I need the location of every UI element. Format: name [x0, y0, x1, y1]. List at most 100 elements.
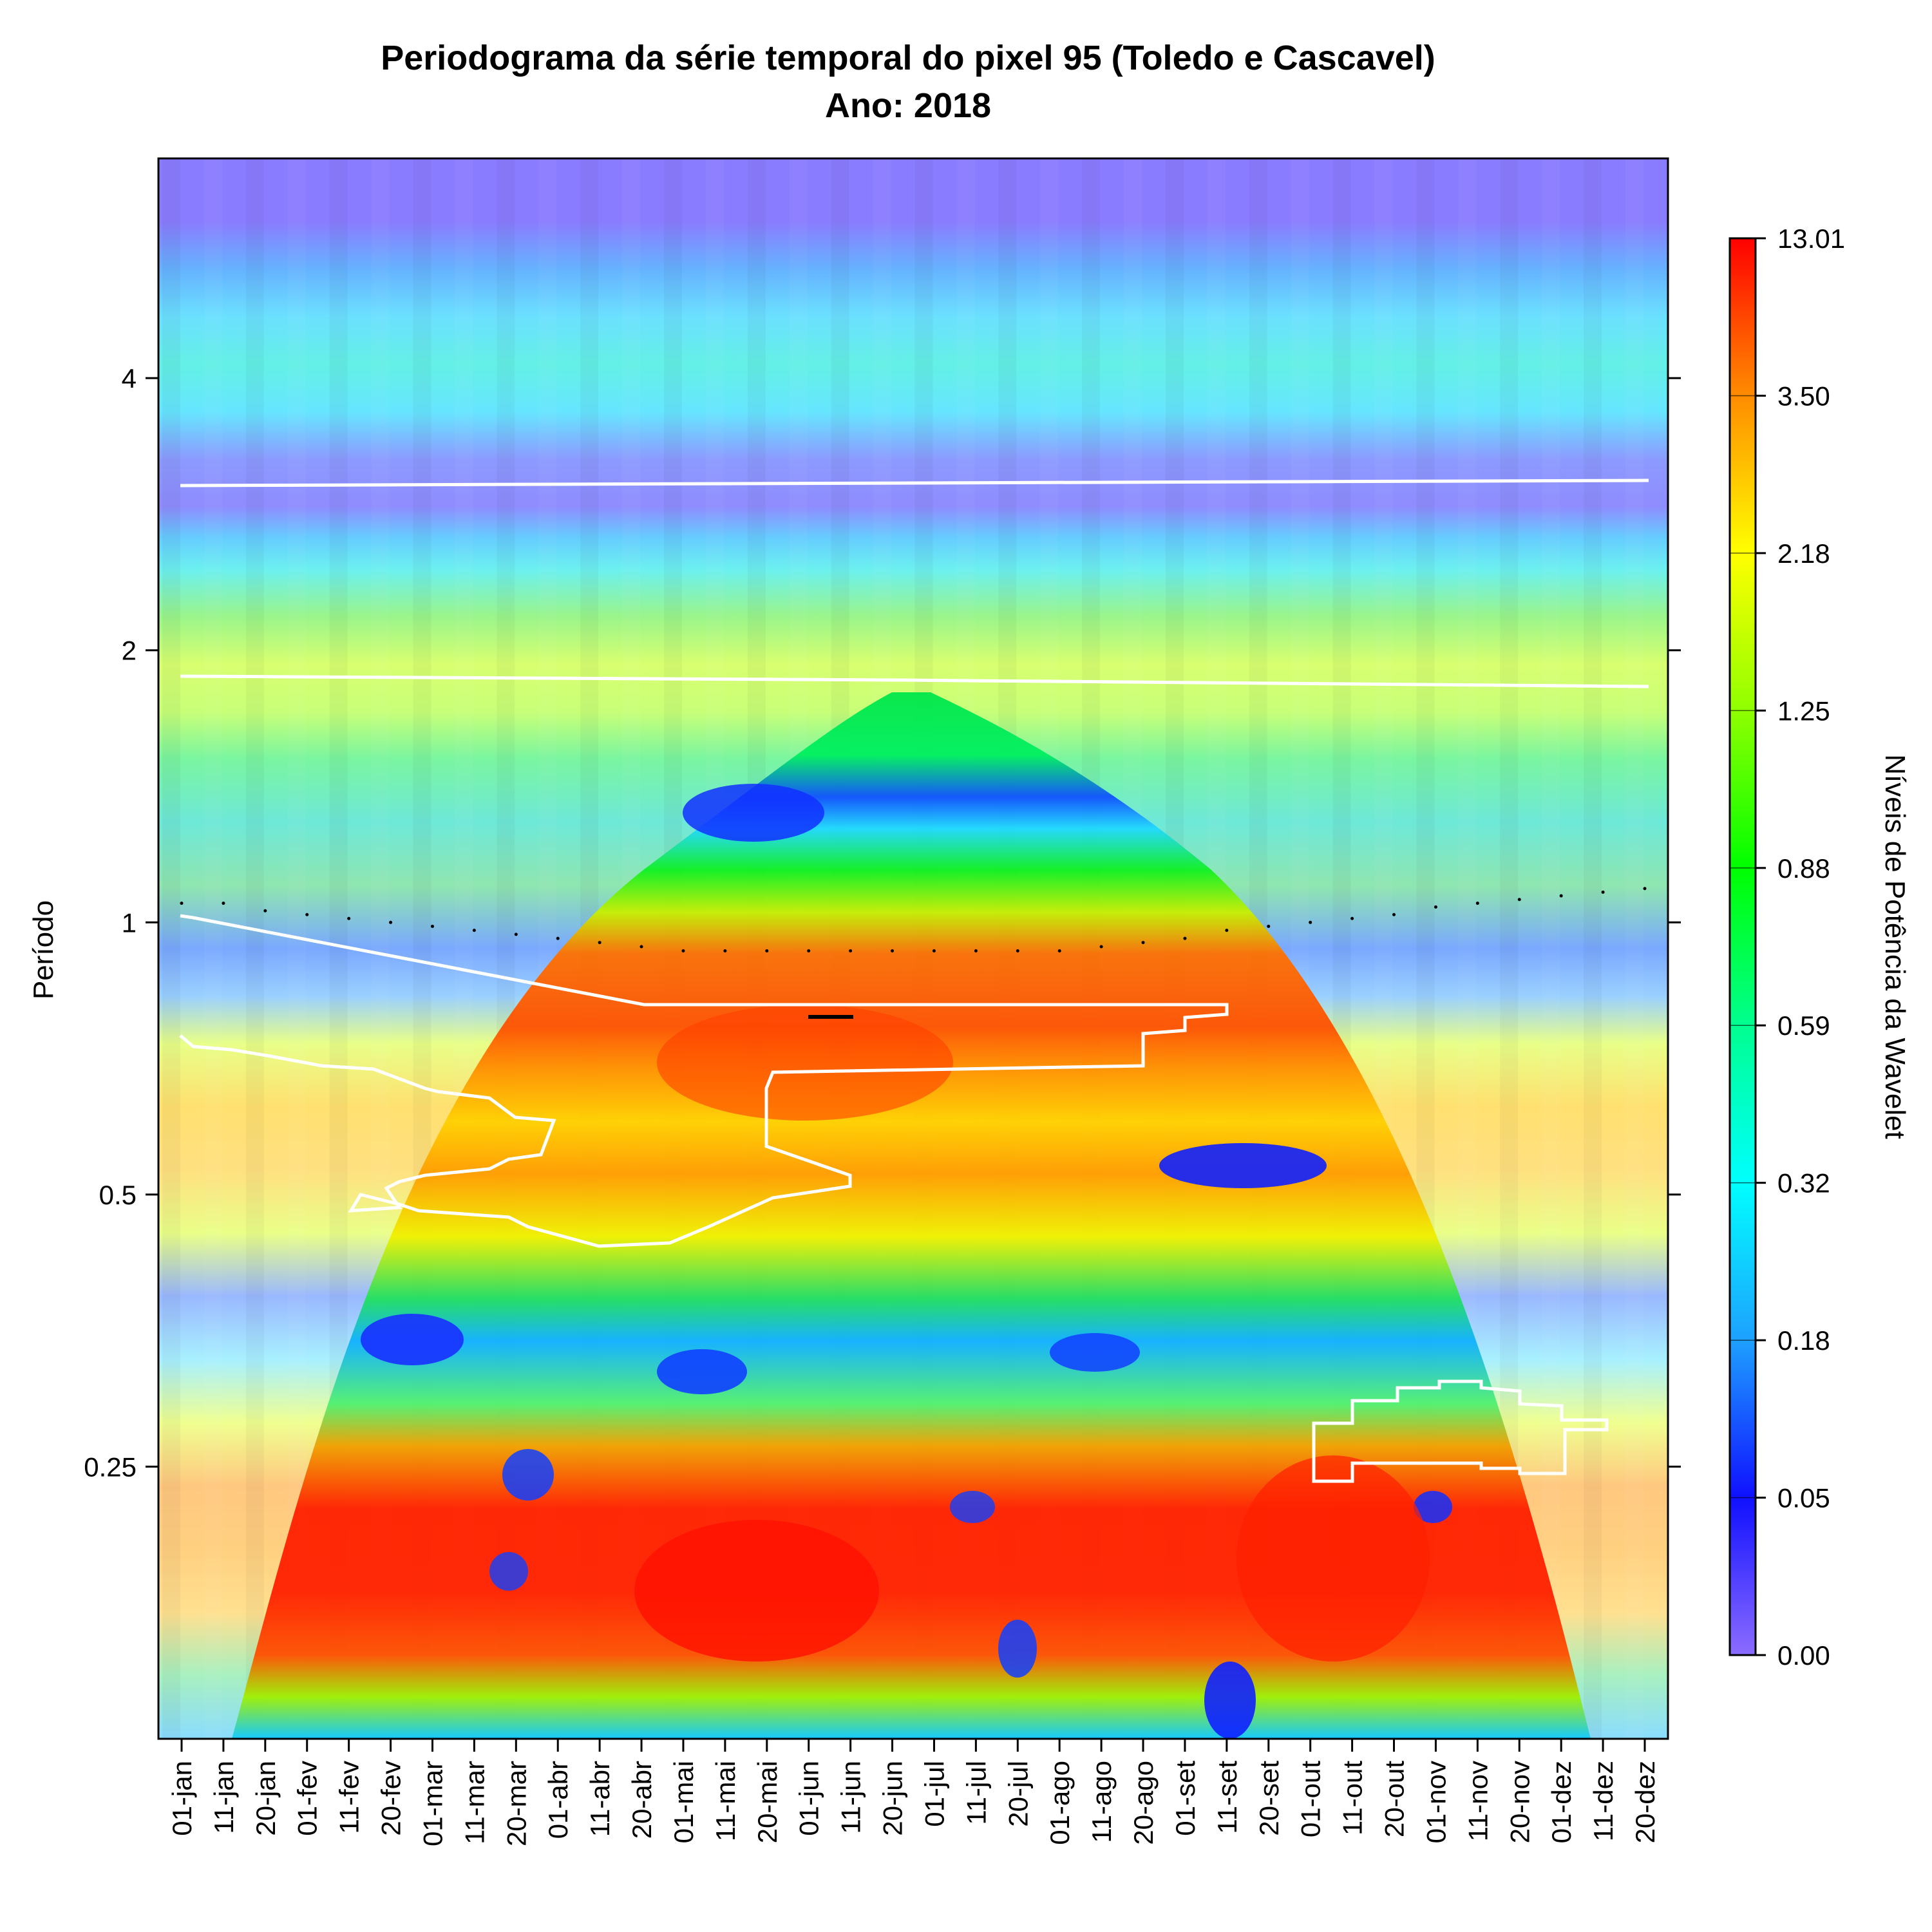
x-tick-label: 01-out [1296, 1761, 1326, 1837]
x-tick-label: 11-abr [585, 1761, 615, 1837]
ridge-dot [556, 936, 560, 940]
sample-stripe [162, 158, 180, 1739]
ridge-dot [222, 902, 225, 905]
ridge-dot [598, 941, 601, 945]
y-tick-label: 0.5 [99, 1180, 137, 1210]
y-tick-label: 4 [122, 363, 137, 393]
x-tick-label: 20-abr [627, 1761, 657, 1839]
power-blob [1204, 1662, 1256, 1739]
power-blob [998, 1620, 1037, 1678]
ridge-dot [723, 949, 727, 953]
y-tick-label: 2 [122, 636, 137, 666]
ridge-dot [263, 909, 267, 913]
x-tick-label: 20-nov [1504, 1761, 1535, 1843]
sample-stripe [1542, 158, 1560, 1739]
x-tick-label: 11-ago [1086, 1761, 1117, 1843]
ridge-dot [765, 949, 769, 953]
power-blob [489, 1552, 528, 1591]
ridge-dot [1475, 902, 1479, 905]
x-tick-label: 11-mar [459, 1761, 489, 1844]
x-tick-label: 11-jun [836, 1761, 866, 1834]
ridge-dot [430, 924, 434, 928]
sample-stripe [1584, 158, 1602, 1739]
x-tick-label: 11-dez [1588, 1761, 1618, 1841]
colorbar-tick-label: 0.18 [1777, 1325, 1830, 1356]
x-tick-label: 01-mai [668, 1761, 699, 1843]
ridge-dot [1057, 949, 1061, 953]
ridge-dot [1183, 936, 1187, 940]
ridge-dot [1016, 949, 1019, 953]
y-tick-label: 0.25 [84, 1452, 137, 1482]
power-blob [657, 1005, 953, 1121]
x-tick-label: 11-set [1212, 1761, 1242, 1834]
ridge-dot [1099, 945, 1103, 949]
colorbar-tick-label: 0.32 [1777, 1168, 1830, 1198]
power-blob [1414, 1491, 1452, 1523]
x-tick-label: 20-jul [1003, 1761, 1033, 1827]
x-tick-label: 01-fev [292, 1761, 323, 1836]
sample-stripe [204, 158, 222, 1739]
x-tick-label: 11-mai [710, 1761, 741, 1841]
y-axis: 0.25 0.5 1 2 4 [84, 363, 1681, 1482]
x-tick-label: 20-jan [251, 1761, 281, 1836]
ridge-dot [807, 949, 811, 953]
chart-subtitle: Ano: 2018 [825, 86, 991, 125]
power-blob [1159, 1143, 1327, 1188]
colorbar-tick-label: 0.05 [1777, 1483, 1830, 1513]
cone-of-influence [232, 692, 1591, 1739]
power-blob [950, 1491, 995, 1523]
ridge-dot [1350, 916, 1354, 920]
ridge-dot [1225, 929, 1229, 933]
colorbar [1728, 237, 1757, 1656]
x-tick-label: 01-ago [1045, 1761, 1075, 1845]
ridge-dot [1141, 941, 1145, 945]
chart-title: Periodograma da série temporal do pixel … [381, 39, 1435, 77]
ridge-dot [1559, 894, 1563, 898]
ridge-dot [514, 933, 518, 936]
x-tick-label: 11-jul [961, 1761, 991, 1825]
x-tick-label: 11-out [1338, 1761, 1368, 1835]
x-tick-label: 20-jun [878, 1761, 908, 1836]
x-tick-label: 01-abr [543, 1761, 573, 1839]
ridge-dot [1517, 898, 1521, 902]
power-blob [634, 1520, 879, 1662]
colorbar-tick-label: 0.59 [1777, 1010, 1830, 1041]
y-axis-label: Período [28, 900, 59, 999]
power-blob [502, 1449, 554, 1501]
x-tick-label: 11-fev [334, 1761, 365, 1834]
ridge-dot [974, 949, 978, 953]
significance-contour-upper [180, 478, 1649, 488]
x-tick-label: 20-fev [376, 1761, 406, 1836]
ridge-dot [305, 913, 309, 916]
x-axis: 01-jan 11-jan 20-jan 01-fev 11-fev 20-fev 01-m… [167, 1739, 1660, 1846]
x-tick-label: 01-jan [167, 1761, 197, 1836]
x-tick-label: 20-mar [501, 1761, 531, 1846]
ridge-dot [1309, 920, 1312, 924]
ridge-dot [681, 949, 685, 953]
ridge-dot [891, 949, 895, 953]
ridge-dot [389, 920, 393, 924]
colorbar-tick-label: 2.18 [1777, 538, 1830, 569]
x-tick-label: 01-nov [1421, 1761, 1451, 1843]
x-tick-label: 01-set [1170, 1761, 1200, 1836]
ridge-dot [1267, 924, 1271, 928]
ridge-dot [1643, 887, 1647, 891]
x-tick-label: 01-jul [919, 1761, 949, 1827]
colorbar-tick-label: 0.00 [1777, 1640, 1830, 1671]
x-tick-label: 20-mai [752, 1761, 782, 1843]
colorbar-tick-label: 13.01 [1777, 223, 1845, 254]
colorbar-tick-label: 1.25 [1777, 696, 1830, 726]
ridge-dot [1601, 890, 1605, 894]
ridge-dots [180, 887, 1647, 953]
ridge-dot [180, 902, 184, 905]
significance-contour-mid [180, 674, 1649, 688]
ridge-dot [1392, 913, 1396, 916]
plot-frame [157, 157, 1669, 1740]
colorbar-tick-label: 0.88 [1777, 853, 1830, 884]
ridge-dot [849, 949, 853, 953]
ridge-dot [1434, 905, 1437, 909]
x-tick-label: 20-set [1254, 1761, 1284, 1836]
ridge-dot [347, 916, 351, 920]
colorbar-ticks: 0.00 0.05 0.18 0.32 0.59 0.88 1.25 2.18 3.50 13.0… [1730, 223, 1845, 1671]
